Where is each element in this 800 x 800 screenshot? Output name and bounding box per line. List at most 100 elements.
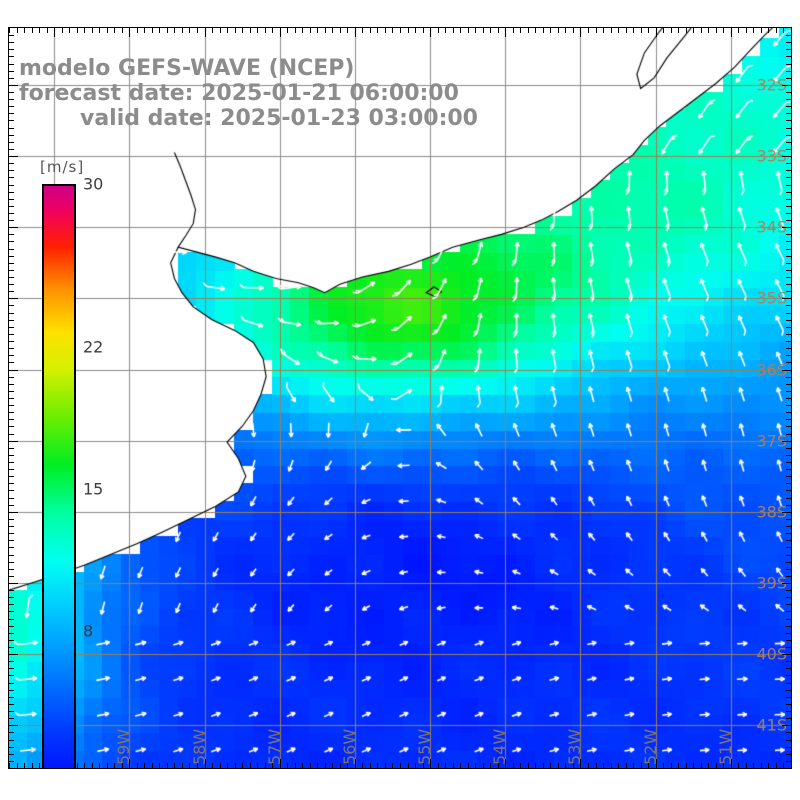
tick-top [392, 28, 393, 33]
tick-bottom [9, 763, 10, 768]
tick-bottom [235, 763, 236, 768]
tick-right [786, 249, 791, 250]
lat-label-34S: 34S [756, 217, 787, 237]
tick-right [782, 654, 791, 655]
tick-right [786, 455, 791, 456]
lat-label-35S: 35S [756, 288, 787, 308]
tick-bottom [362, 763, 363, 768]
tick-top [212, 28, 213, 33]
tick-left [9, 675, 14, 676]
tick-bottom [753, 763, 754, 768]
tick-right [786, 633, 791, 634]
tick-right [786, 99, 791, 100]
tick-top [92, 28, 93, 33]
tick-right [786, 604, 791, 605]
tick-bottom [280, 759, 281, 768]
tick-left [9, 334, 14, 335]
tick-left [9, 697, 14, 698]
tick-bottom [423, 763, 424, 768]
tick-top [347, 28, 348, 33]
tick-bottom [528, 763, 529, 768]
tick-left [9, 234, 14, 235]
lat-label-36S: 36S [756, 360, 787, 380]
tick-top [565, 28, 566, 33]
tick-bottom [648, 763, 649, 768]
tick-top [445, 28, 446, 33]
tick-right [782, 725, 791, 726]
tick-right [786, 675, 791, 676]
tick-top [174, 28, 175, 33]
tick-bottom [400, 763, 401, 768]
tick-right [786, 384, 791, 385]
tick-bottom [588, 763, 589, 768]
lat-label-39S: 39S [756, 573, 787, 593]
tick-bottom [77, 763, 78, 768]
tick-bottom [543, 763, 544, 768]
tick-left [9, 732, 14, 733]
tick-top [415, 28, 416, 33]
tick-bottom [453, 763, 454, 768]
tick-bottom [656, 759, 657, 768]
colorbar-tick-30: 30 [83, 174, 104, 194]
tick-top [99, 28, 100, 33]
tick-right [786, 412, 791, 413]
tick-bottom [738, 763, 739, 768]
tick-left [9, 170, 14, 171]
tick-bottom [618, 763, 619, 768]
tick-right [786, 747, 791, 748]
tick-left [9, 405, 14, 406]
tick-left [9, 583, 18, 584]
tick-left [9, 370, 18, 371]
tick-bottom [535, 763, 536, 768]
tick-right [786, 434, 791, 435]
tick-bottom [513, 763, 514, 768]
tick-top [144, 28, 145, 33]
tick-bottom [227, 763, 228, 768]
tick-bottom [468, 763, 469, 768]
tick-top [54, 28, 55, 37]
tick-top [189, 28, 190, 33]
tick-top [182, 28, 183, 33]
tick-bottom [783, 763, 784, 768]
tick-right [786, 547, 791, 548]
tick-left [9, 199, 14, 200]
tick-top [340, 28, 341, 33]
tick-left [9, 434, 14, 435]
tick-right [786, 448, 791, 449]
tick-top [550, 28, 551, 33]
tick-top [580, 28, 581, 37]
tick-top [152, 28, 153, 33]
tick-top [783, 28, 784, 33]
tick-right [786, 313, 791, 314]
tick-right [786, 149, 791, 150]
tick-left [9, 540, 14, 541]
tick-right [786, 391, 791, 392]
tick-left [9, 149, 14, 150]
tick-left [9, 313, 14, 314]
tick-right [786, 590, 791, 591]
tick-right [786, 483, 791, 484]
tick-top [362, 28, 363, 33]
tick-top [24, 28, 25, 33]
tick-right [786, 469, 791, 470]
tick-bottom [701, 763, 702, 768]
tick-top [513, 28, 514, 33]
tick-top [671, 28, 672, 33]
tick-right [786, 761, 791, 762]
tick-bottom [370, 763, 371, 768]
tick-top [295, 28, 296, 33]
tick-top [423, 28, 424, 33]
tick-top [535, 28, 536, 33]
tick-top [325, 28, 326, 33]
tick-bottom [723, 763, 724, 768]
tick-bottom [205, 759, 206, 768]
tick-bottom [626, 763, 627, 768]
tick-left [9, 227, 18, 228]
tick-bottom [565, 763, 566, 768]
tick-right [786, 697, 791, 698]
tick-top [265, 28, 266, 33]
tick-top [633, 28, 634, 33]
tick-right [786, 220, 791, 221]
tick-left [9, 355, 14, 356]
